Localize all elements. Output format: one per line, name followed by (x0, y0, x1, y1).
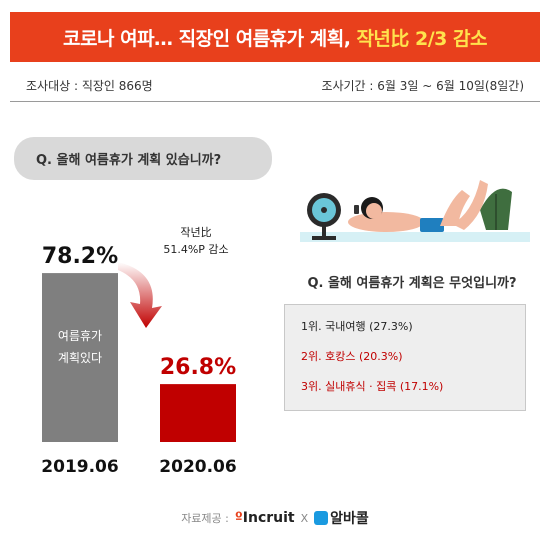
annotation-line-1: 작년比 (180, 226, 211, 239)
bar-inner-label-1: 여름휴가 (58, 329, 102, 343)
footer-credits: 자료제공 : ºIncruit X 알바콜 (0, 508, 550, 528)
incruit-logo-text: Incruit (242, 510, 295, 526)
albacall-logo-text: 알바콜 (330, 511, 369, 527)
bar-2019.06 (42, 273, 118, 442)
survey-period: 조사기간 : 6월 3일 ~ 6월 10일(8일간) (321, 79, 524, 93)
survey-meta: 조사대상 : 직장인 866명 조사기간 : 6월 3일 ~ 6월 10일(8일… (10, 70, 540, 102)
ranking-box: 1위. 국내여행 (27.3%) 2위. 호캉스 (20.3%) 3위. 실내휴… (284, 304, 526, 411)
question-2: Q. 올해 여름휴가 계획은 무엇입니까? (307, 276, 517, 291)
title-banner: 코로나 여파… 직장인 여름휴가 계획, 작년比 2/3 감소 (10, 12, 540, 62)
value-label-2020.06: 26.8% (160, 355, 236, 380)
incruit-logo: ºIncruit (234, 510, 295, 526)
category-label-2019.06: 2019.06 (41, 457, 118, 477)
category-label-2020.06: 2020.06 (159, 457, 236, 477)
annotation-line-2: 51.4%P 감소 (163, 243, 228, 256)
albacall-mark-icon (314, 511, 329, 525)
albacall-logo: 알바콜 (314, 508, 369, 528)
bar-2020.06 (160, 384, 236, 442)
source-label: 자료제공 : (181, 512, 229, 525)
question-1: Q. 올해 여름휴가 계획 있습니까? (14, 137, 272, 180)
title-highlight: 작년比 2/3 감소 (356, 27, 487, 50)
rank-item-2: 2위. 호캉스 (20.3%) (301, 350, 403, 363)
cross-mark: X (300, 511, 309, 525)
rank-item-1: 1위. 국내여행 (27.3%) (301, 320, 413, 333)
decrease-arrow (118, 262, 162, 328)
value-label-2019.06: 78.2% (42, 244, 118, 269)
bar-inner-label-2: 계획있다 (58, 351, 102, 365)
rank-item-3: 3위. 실내휴식 · 집콕 (17.1%) (301, 380, 444, 393)
survey-subject: 조사대상 : 직장인 866명 (26, 79, 153, 93)
title-main: 코로나 여파… 직장인 여름휴가 계획, (63, 27, 351, 50)
summer-vacation-illustration (300, 180, 530, 242)
bar-chart: 78.2% 2019.06 26.8% 2020.06 작년比 51.4%P 감소 여… (41, 226, 236, 477)
